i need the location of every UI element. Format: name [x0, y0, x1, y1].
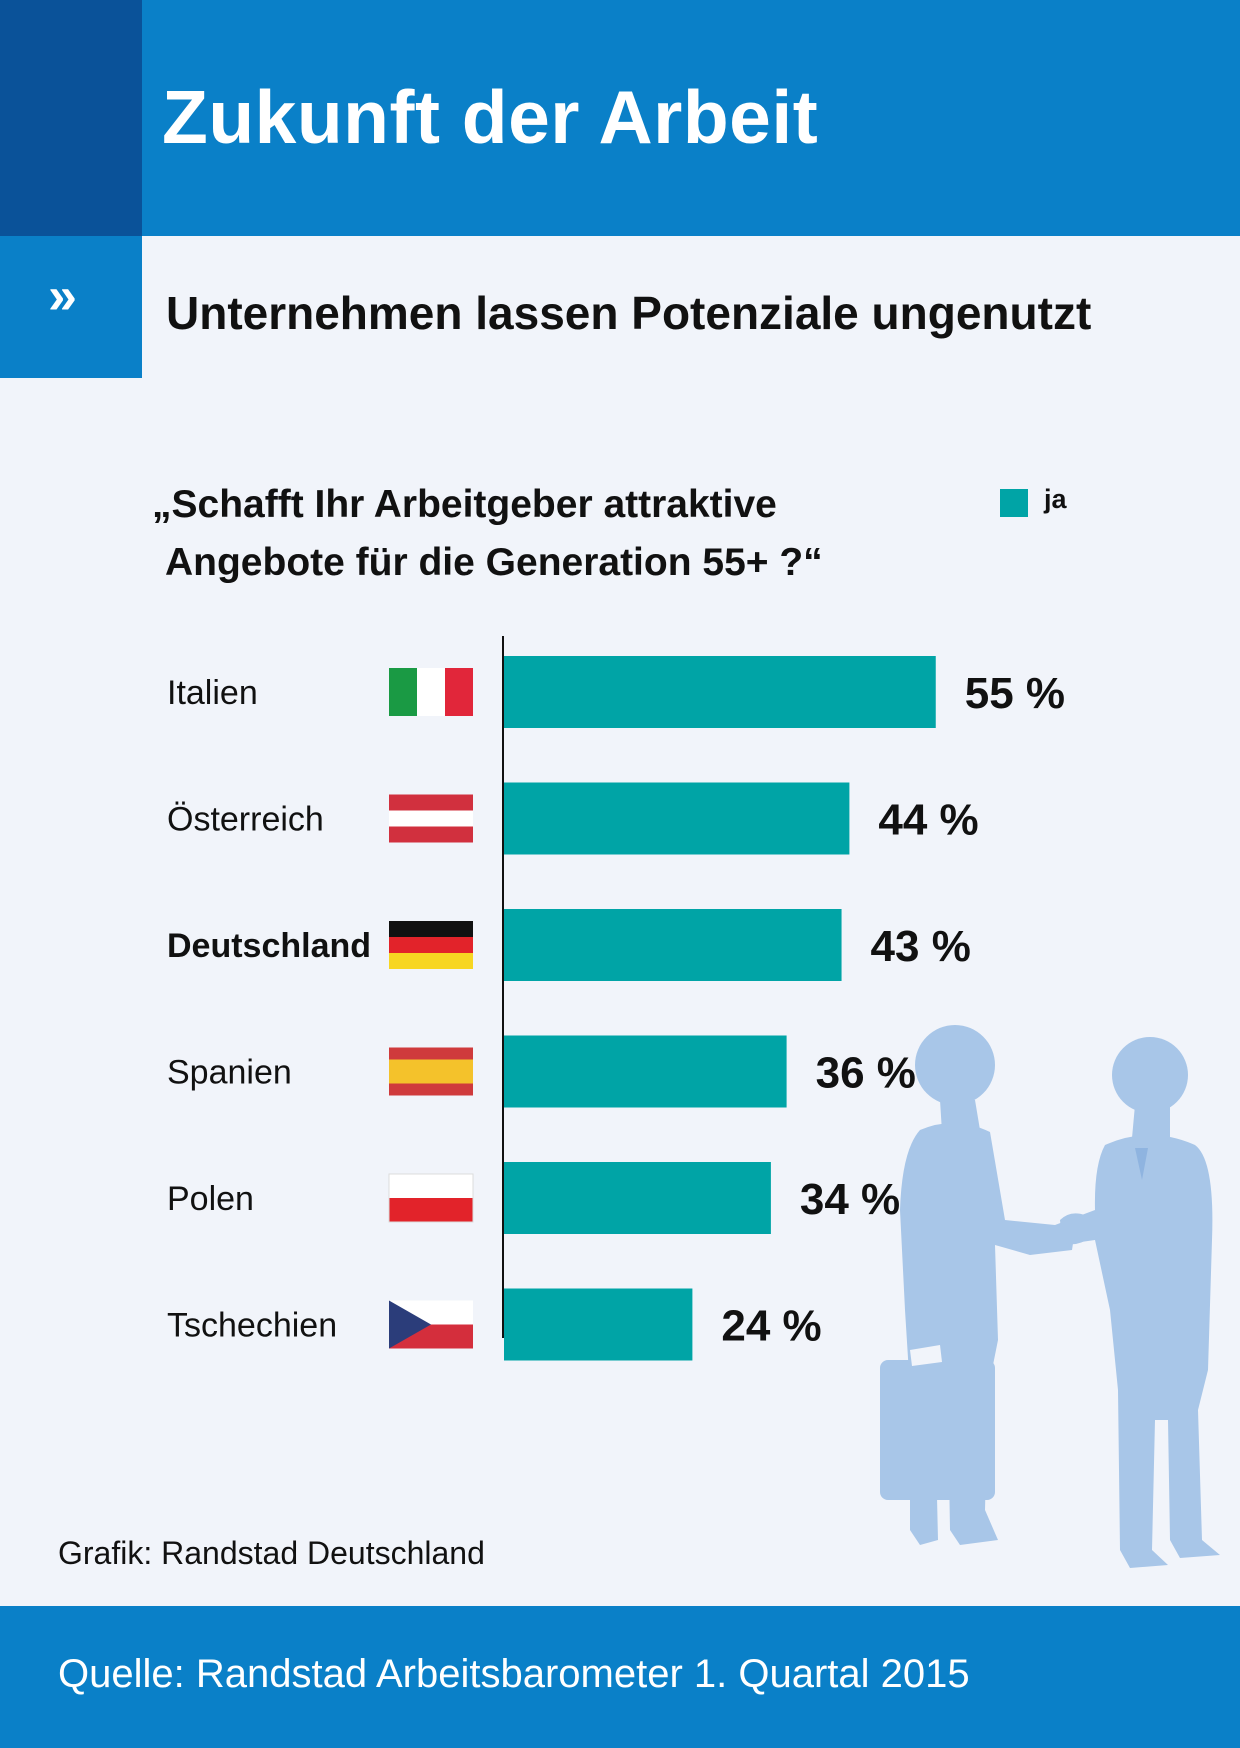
value-label: 36 %	[816, 1049, 916, 1098]
value-label: 24 %	[721, 1302, 821, 1351]
bar	[504, 782, 850, 855]
category-label: Italien	[167, 674, 258, 712]
business-handshake-silhouette	[880, 1025, 1220, 1568]
category-label: Spanien	[167, 1054, 292, 1092]
footer-bar	[0, 1606, 1240, 1748]
chevron-right-icon: »	[48, 267, 77, 325]
legend-swatch	[1000, 489, 1028, 517]
category-label: Tschechien	[167, 1307, 337, 1345]
legend-label: ja	[1044, 484, 1067, 514]
subtitle: Unternehmen lassen Potenziale ungenutzt	[166, 287, 1092, 339]
category-label: Polen	[167, 1180, 254, 1218]
germany-flag	[389, 921, 473, 969]
category-label: Deutschland	[167, 927, 371, 965]
page-title: Zukunft der Arbeit	[162, 75, 819, 159]
austria-flag	[389, 794, 473, 843]
subheader-accent-block	[0, 236, 142, 378]
bar	[504, 1162, 771, 1234]
header-bar	[142, 0, 1240, 236]
value-label: 55 %	[965, 669, 1065, 718]
bar	[504, 1035, 787, 1108]
bar	[504, 656, 936, 728]
bar	[504, 1288, 693, 1361]
bar	[504, 909, 842, 981]
italy-flag	[389, 668, 473, 716]
category-label: Österreich	[167, 801, 324, 839]
value-label: 34 %	[800, 1175, 900, 1224]
chart-title-line-1: „Schafft Ihr Arbeitgeber attraktive	[152, 483, 777, 526]
graphic-credit: Grafik: Randstad Deutschland	[58, 1535, 485, 1571]
czech-flag	[389, 1300, 473, 1349]
source-text: Quelle: Randstad Arbeitsbarometer 1. Qua…	[58, 1652, 970, 1696]
value-label: 43 %	[871, 922, 971, 971]
header-accent-block	[0, 0, 142, 236]
chart-title: „Schafft Ihr Arbeitgeber attraktive Ange…	[152, 476, 972, 592]
poland-flag	[388, 1173, 474, 1223]
bar-chart: Italien 55 % Österreich 44 % Deutschland 43 %…	[167, 636, 1065, 1361]
spain-flag	[389, 1047, 473, 1096]
value-label: 44 %	[878, 796, 978, 845]
chart-title-line-2: Angebote für die Generation 55+ ?“	[165, 541, 823, 584]
